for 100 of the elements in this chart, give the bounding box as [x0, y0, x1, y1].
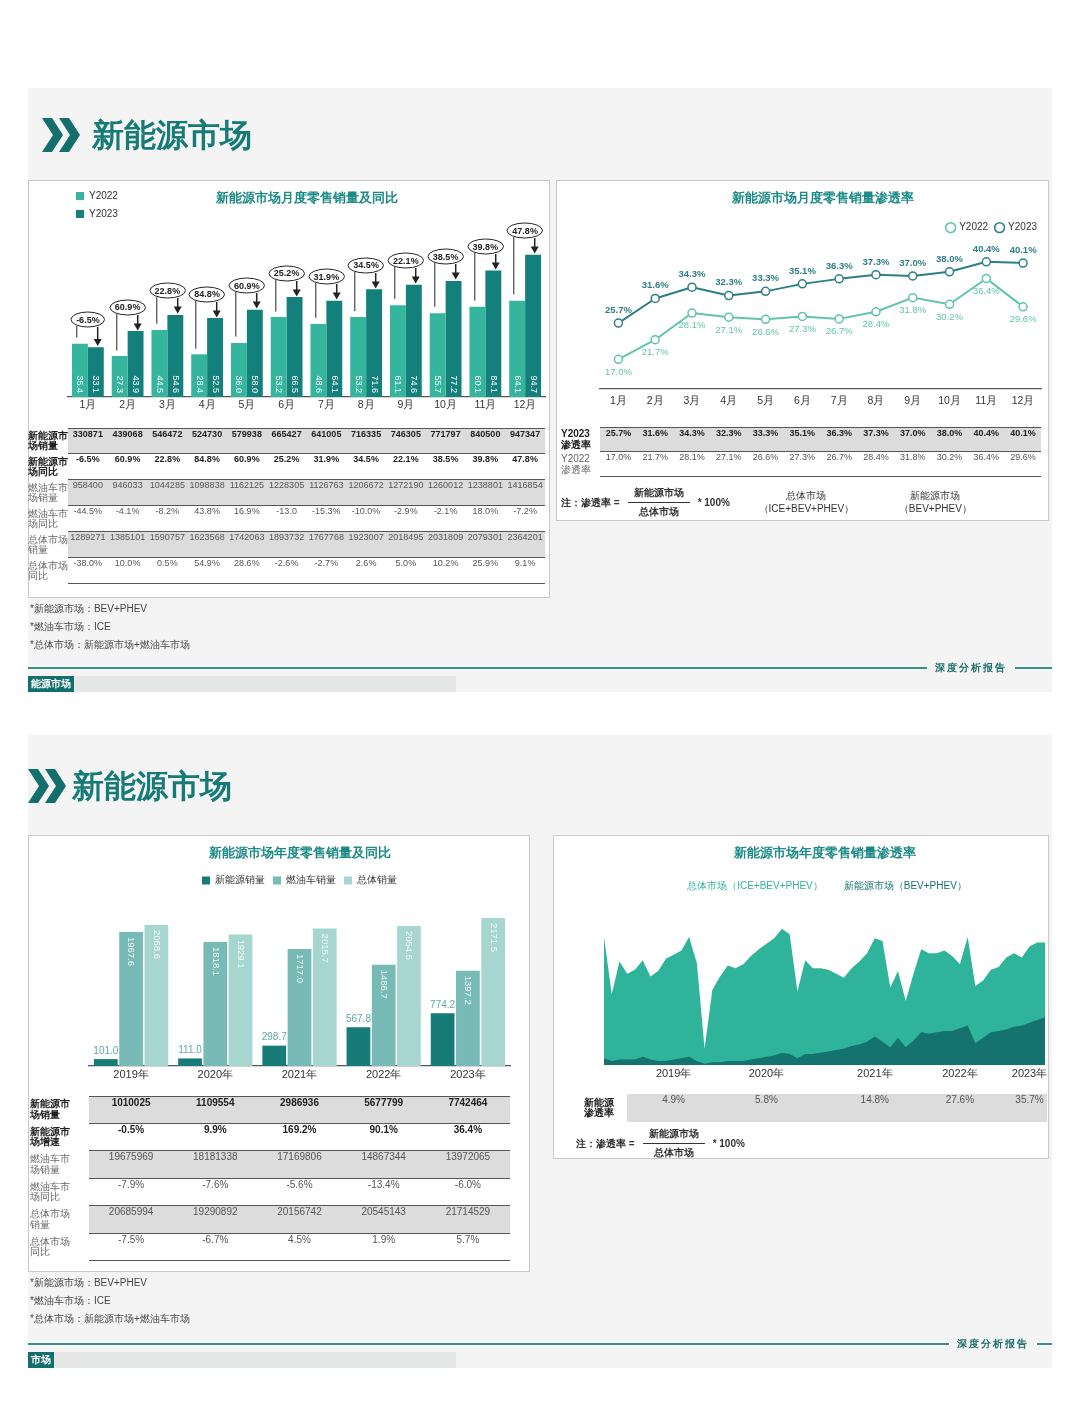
data-label: -7.5% — [118, 1233, 145, 1245]
x-tick-label: 5月 — [757, 394, 774, 406]
legend-label: Y2023 — [89, 207, 119, 219]
annotation: 22.1% — [393, 255, 419, 266]
data-label: 40.4% — [972, 242, 1001, 254]
data-label: 840500 — [470, 429, 501, 439]
data-label: 1923007 — [348, 532, 384, 542]
data-label: 29.6% — [1010, 452, 1036, 462]
point — [871, 307, 881, 317]
data-label: -13.0 — [276, 506, 297, 516]
data-label: 60.9% — [234, 454, 260, 464]
annotation: 60.9% — [234, 280, 260, 291]
data-label: 27.1% — [715, 323, 743, 335]
annotation: 31.9% — [313, 271, 340, 282]
data-label: 31.9% — [313, 454, 340, 464]
bar — [389, 305, 406, 397]
data-label: 946033 — [112, 480, 143, 490]
annotation: 新能源市场 — [642, 1127, 705, 1144]
data-label: 17.0% — [604, 365, 633, 377]
data-label: 37.3% — [862, 255, 890, 267]
annotation: 60.9% — [114, 301, 141, 312]
data-label: 27.1% — [716, 452, 742, 462]
data-label: -6.5% — [76, 454, 100, 464]
y-tick-label: 新能源市场销量 — [28, 429, 69, 452]
bar — [228, 934, 253, 1066]
annotation: 22.8% — [154, 285, 181, 296]
x-tick-label: 2022年 — [365, 1068, 402, 1080]
x-tick-label: 11月 — [975, 394, 998, 406]
data-label: 1717.0 — [294, 953, 306, 984]
data-label: 34.3% — [679, 428, 705, 438]
data-label: -2.9% — [394, 506, 418, 516]
data-label: 34.3% — [678, 268, 706, 280]
data-label: 25.7% — [605, 428, 632, 438]
data-label: 60.9% — [114, 454, 141, 464]
data-label: 28.4% — [863, 452, 889, 462]
bar — [481, 917, 506, 1066]
bar — [469, 306, 486, 397]
data-label: 20156742 — [277, 1206, 322, 1217]
data-label: 38.0% — [936, 428, 963, 438]
data-label: 31.8% — [899, 304, 927, 315]
data-label: 64.1 — [329, 375, 340, 393]
data-label: 19675969 — [108, 1151, 154, 1162]
point — [724, 312, 734, 322]
data-label: 14.8% — [860, 1094, 889, 1105]
bar — [429, 313, 446, 397]
data-label: 74.6 — [409, 375, 420, 393]
point — [724, 290, 734, 301]
text: *燃油车市场：ICE — [30, 1294, 111, 1307]
data-label: 2171.5 — [488, 922, 500, 953]
data-label: 40.4% — [973, 428, 1000, 438]
data-label: 33.1 — [91, 375, 102, 393]
annotation: 39.8% — [472, 241, 499, 252]
text: *燃油车市场：ICE — [30, 620, 111, 633]
text: 新能源市场 — [627, 486, 690, 503]
point — [944, 299, 955, 310]
data-label: 22.8% — [154, 454, 181, 464]
data-label: 958400 — [72, 480, 103, 490]
data-label: 1767768 — [308, 532, 344, 542]
legend-label: 新能源销量 — [215, 874, 265, 886]
x-tick-label: 7月 — [317, 398, 335, 410]
point — [613, 354, 624, 365]
data-label: 546472 — [152, 429, 183, 439]
legend-label: Y2022 — [89, 189, 119, 201]
data-label: 947347 — [510, 429, 541, 439]
annotation: 47.8% — [512, 225, 538, 236]
point — [687, 282, 697, 292]
point — [797, 311, 808, 322]
data-label: 2364201 — [507, 532, 543, 542]
y-tick-label: 燃油车市场同比 — [30, 1180, 71, 1203]
data-label: 58.0 — [250, 375, 261, 393]
chart-title: 新能源市场年度零售销量渗透率 — [732, 845, 916, 861]
data-label: 30.2% — [936, 452, 963, 462]
legend-label: 总体销量 — [356, 874, 397, 886]
annotation: 34.5% — [353, 260, 379, 271]
point — [907, 292, 918, 303]
x-tick-label: 2019年 — [113, 1068, 149, 1080]
x-tick-label: 2月 — [119, 398, 137, 410]
data-label: -13.4% — [367, 1178, 400, 1190]
y-tick-label: 总体市场同比 — [28, 559, 69, 582]
x-tick-label: 11月 — [474, 398, 497, 410]
x-tick-label: 9月 — [904, 394, 922, 406]
data-label: 1126763 — [309, 480, 344, 490]
data-label: -7.9% — [118, 1178, 145, 1190]
data-label: 439068 — [112, 429, 143, 439]
text: 总体市场（ICE+BEV+PHEV） — [757, 490, 856, 515]
data-label: 90.1% — [369, 1123, 398, 1135]
data-label: 665427 — [271, 429, 302, 439]
data-label: 1162125 — [229, 480, 265, 490]
text: 总体市场（ICE+BEV+PHEV） — [686, 880, 823, 892]
data-label: 2015.7 — [320, 933, 332, 963]
data-label: -6.7% — [202, 1233, 229, 1245]
bar — [119, 931, 143, 1066]
point — [834, 314, 844, 324]
y-tick-label: 新能源市场同比 — [28, 455, 69, 478]
data-label: 1010025 — [111, 1097, 151, 1108]
data-label: 5.0% — [395, 558, 417, 568]
data-label: 101.0 — [93, 1044, 119, 1056]
data-label: 27.3 — [115, 375, 126, 393]
point — [613, 318, 624, 328]
data-label: 1397.2 — [463, 975, 475, 1005]
